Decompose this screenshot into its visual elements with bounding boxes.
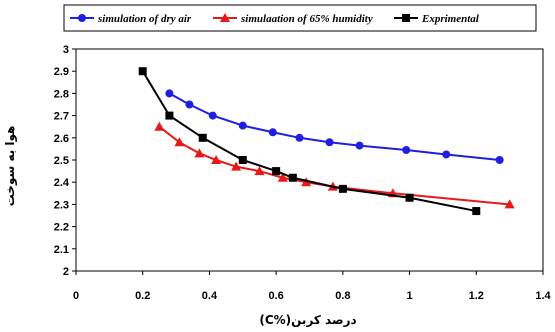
data-point: [338, 184, 347, 193]
data-point: [272, 167, 281, 176]
series-3: [138, 67, 481, 216]
x-tick-label: 1: [407, 290, 413, 302]
x-tick-label: 0.2: [135, 290, 150, 302]
y-tick-label: 2.3: [54, 199, 69, 211]
y-tick-label: 2.2: [54, 222, 69, 234]
y-tick-label: 2.9: [54, 66, 69, 78]
x-tick-label: 0.6: [268, 290, 283, 302]
y-tick-label: 2.6: [54, 133, 69, 145]
legend-swatch-marker: [78, 14, 86, 22]
data-point: [231, 161, 242, 171]
x-axis: 0 0.2 0.4 0.6 0.8 1 1.2 1.4: [73, 271, 552, 302]
y-tick-label: 2.8: [54, 88, 69, 100]
data-point: [402, 146, 411, 155]
y-tick-label: 2.7: [54, 111, 69, 123]
data-point: [405, 193, 414, 202]
data-point: [295, 133, 304, 142]
data-point: [238, 156, 247, 164]
x-axis-label: درصد کربن(%C): [259, 313, 356, 327]
data-point: [174, 137, 185, 147]
legend: simulation of dry air simulaation of 65% …: [63, 4, 537, 32]
x-tick-label: 1.2: [469, 290, 484, 302]
data-point: [268, 128, 277, 137]
data-point: [198, 133, 207, 142]
data-point: [165, 111, 174, 120]
y-tick-label: 2.1: [54, 244, 69, 256]
data-point: [504, 199, 515, 209]
data-point: [138, 67, 147, 76]
y-tick-label: 2: [63, 266, 69, 278]
legend-label: simulation of dry air: [97, 13, 192, 25]
x-tick-label: 0.8: [335, 290, 350, 302]
y-axis-label: هوا به سوخت: [3, 126, 18, 207]
data-point: [442, 150, 451, 159]
x-tick-label: 0: [73, 290, 79, 302]
data-point: [154, 121, 165, 131]
plot-area-group: [75, 48, 544, 272]
data-point: [355, 141, 364, 150]
data-point: [277, 172, 288, 182]
data-point: [254, 166, 265, 176]
y-tick-label: 2.4: [54, 177, 70, 189]
legend-swatch-marker: [402, 14, 410, 22]
y-axis: 2 2.1 2.2 2.3 2.4 2.5 2.6 2.7 2.8 2.9 3: [54, 44, 76, 278]
legend-box: [63, 4, 537, 32]
legend-label: Exprimental: [421, 13, 480, 25]
data-point: [194, 148, 205, 158]
legend-label: simulaation of 65% humidity: [240, 13, 373, 25]
data-point: [185, 100, 194, 109]
data-point: [325, 138, 334, 147]
series-2: [154, 121, 515, 209]
data-point: [208, 111, 217, 120]
x-tick-label: 1.4: [535, 290, 551, 302]
data-point: [472, 207, 481, 216]
series-1: [165, 89, 504, 164]
x-tick-label: 0.4: [202, 290, 218, 302]
data-point: [288, 173, 297, 182]
data-point: [165, 89, 174, 98]
data-point: [211, 155, 222, 164]
legend-swatch-marker: [220, 13, 230, 22]
y-tick-label: 3: [63, 44, 69, 56]
data-point: [495, 156, 504, 164]
series-group: [138, 67, 515, 216]
plot-area: [75, 48, 544, 272]
y-tick-label: 2.5: [54, 155, 69, 167]
data-point: [238, 121, 247, 130]
